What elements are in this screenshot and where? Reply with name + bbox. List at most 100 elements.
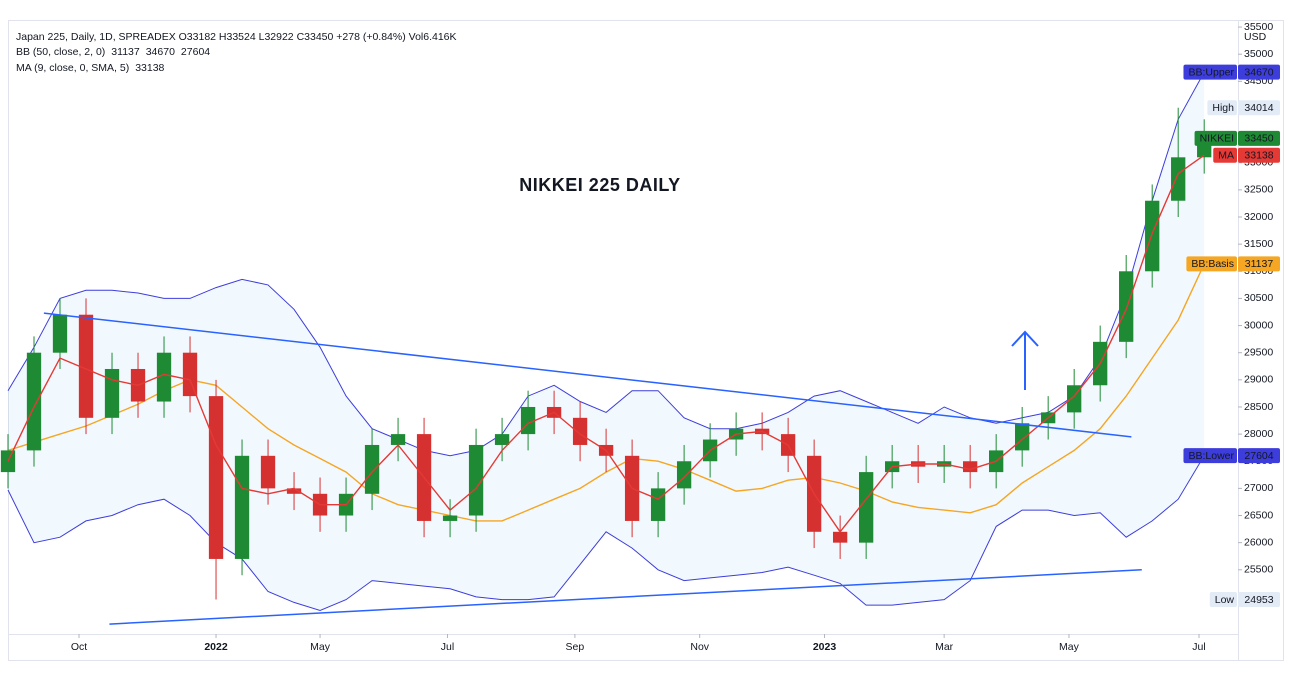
badge-value: 34014 <box>1244 102 1273 114</box>
price-badge: 27604 BB:Lower <box>1183 448 1280 464</box>
x-tick-label: May <box>310 641 331 653</box>
candle-body <box>650 488 666 521</box>
candle-body <box>963 461 978 473</box>
badge-value: 34670 <box>1244 66 1273 78</box>
badge-value-bg <box>1238 256 1280 272</box>
candle-body <box>234 455 250 559</box>
trendline <box>43 312 1132 438</box>
candle-body <box>442 515 458 521</box>
badge-name-bg <box>1207 100 1237 116</box>
y-tick-label: 26500 <box>1244 509 1273 521</box>
badge-name: NIKKEI <box>1200 133 1234 145</box>
candle-body <box>78 314 94 418</box>
candle-body <box>832 531 848 543</box>
price-badge: 24953 Low <box>1209 591 1280 607</box>
candle-body <box>208 396 224 559</box>
candle-body <box>156 352 172 402</box>
badge-name-bg <box>1194 130 1237 146</box>
candle-body <box>260 455 276 489</box>
x-tick-label: 2022 <box>204 641 228 653</box>
y-tick-label: 27000 <box>1244 482 1273 494</box>
arrow-head <box>1011 330 1039 347</box>
arrow <box>1011 330 1039 390</box>
band-fill <box>8 72 1205 611</box>
badge-value-bg <box>1238 591 1280 607</box>
x-tick-label: 2023 <box>813 641 837 653</box>
y-tick-label: 29500 <box>1244 346 1273 358</box>
badge-value: 33138 <box>1244 150 1273 162</box>
x-tick-label: Jul <box>441 641 454 653</box>
legend-value: 33138 <box>135 62 164 74</box>
price-badge: 31137 BB:Basis <box>1186 256 1280 272</box>
candle-body <box>494 434 510 445</box>
price-badge: 34670 BB:Upper <box>1183 64 1280 80</box>
candle-body <box>0 450 16 473</box>
x-tick-label: Sep <box>566 641 585 653</box>
legend: Japan 225, Daily, 1D, SPREADEX O33182 H3… <box>16 31 457 74</box>
indicator-line <box>7 71 1205 457</box>
badge-name: Low <box>1215 594 1235 606</box>
badge-name: BB:Basis <box>1191 258 1234 270</box>
candle-body <box>676 461 692 489</box>
trendline <box>109 569 1142 625</box>
price-badge: 33138 MA <box>1213 147 1280 163</box>
badge-name: MA <box>1218 150 1234 162</box>
badge-name-bg <box>1213 147 1237 163</box>
badge-value: 31137 <box>1245 258 1274 270</box>
y-tick-label: 26000 <box>1244 536 1273 548</box>
candle-body <box>1015 423 1030 451</box>
y-tick-label: 31500 <box>1244 238 1273 250</box>
indicator-line <box>7 455 1205 612</box>
candle-body <box>104 368 120 418</box>
candle-body <box>364 444 380 494</box>
candle-body <box>858 472 874 543</box>
y-tick-label: 28500 <box>1244 401 1273 413</box>
y-tick-label: 35500 <box>1244 21 1273 33</box>
price-badge: 34014 High <box>1207 100 1280 116</box>
badge-name: BB:Upper <box>1188 66 1234 78</box>
legend-value: 27604 <box>181 46 210 58</box>
badge-name: High <box>1212 102 1234 114</box>
annotation: NIKKEI 225 DAILY <box>519 175 680 195</box>
y-tick-label: 25500 <box>1244 564 1273 576</box>
y-tick-label: 28000 <box>1244 428 1273 440</box>
time-axis: Oct 2022 May Jul Sep Nov 2023 Mar May Jul <box>71 634 1206 653</box>
y-tick-label: 29000 <box>1244 374 1273 386</box>
badge-value-bg <box>1238 130 1280 146</box>
candle-body <box>572 417 588 445</box>
x-tick-label: Mar <box>935 641 954 653</box>
currency: USD <box>1244 31 1267 43</box>
badge-value-bg <box>1238 100 1280 116</box>
candle-body <box>26 352 42 451</box>
badge-name-bg <box>1183 64 1237 80</box>
badge-name: BB:Lower <box>1188 450 1234 462</box>
legend-line: Japan 225, Daily, 1D, SPREADEX O33182 H3… <box>16 31 457 43</box>
candle-body <box>182 352 198 397</box>
indicator-line <box>7 263 1205 522</box>
y-tick-label: 32000 <box>1244 211 1273 223</box>
legend-ma: MA (9, close, 0, SMA, 5) <box>16 62 129 74</box>
badge-value: 24953 <box>1244 594 1273 606</box>
legend-value: 34670 <box>146 46 175 58</box>
y-tick-label: 30000 <box>1244 319 1273 331</box>
candle-body <box>52 314 68 353</box>
indicator-line <box>7 154 1205 533</box>
y-tick-label: 32500 <box>1244 184 1273 196</box>
x-tick-label: Jul <box>1192 641 1205 653</box>
plot <box>0 71 1212 625</box>
badge-name-bg <box>1209 591 1237 607</box>
x-tick-label: May <box>1059 641 1080 653</box>
candle-body <box>468 444 484 516</box>
badge-value-bg <box>1238 448 1280 464</box>
x-tick-label: Oct <box>71 641 87 653</box>
candle-body <box>1171 157 1186 201</box>
candle-body <box>1145 200 1160 272</box>
badge-value: 33450 <box>1244 133 1273 145</box>
y-tick-label: 35000 <box>1244 48 1273 60</box>
legend-value: 31137 <box>111 46 140 58</box>
badge-name-bg <box>1186 256 1237 272</box>
x-tick-label: Nov <box>690 641 709 653</box>
price-badge: 33450 NIKKEI <box>1194 130 1280 146</box>
